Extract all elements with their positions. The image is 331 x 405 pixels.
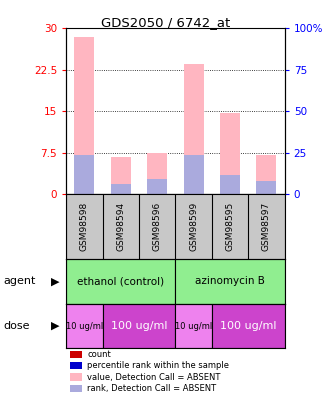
Text: dose: dose	[3, 321, 30, 331]
Text: percentile rank within the sample: percentile rank within the sample	[87, 361, 229, 370]
Bar	[257, 181, 276, 194]
Text: 10 ug/ml: 10 ug/ml	[66, 322, 103, 330]
Text: GDS2050 / 6742_at: GDS2050 / 6742_at	[101, 16, 230, 29]
Text: azinomycin B: azinomycin B	[195, 277, 265, 286]
Text: ▶: ▶	[51, 321, 60, 331]
Text: GSM98598: GSM98598	[80, 202, 89, 252]
Text: ▶: ▶	[51, 277, 60, 286]
Bar	[111, 184, 131, 194]
Text: ethanol (control): ethanol (control)	[77, 277, 165, 286]
Bar	[147, 153, 167, 194]
Text: GSM98594: GSM98594	[116, 202, 125, 252]
Bar	[175, 259, 285, 304]
Text: value, Detection Call = ABSENT: value, Detection Call = ABSENT	[87, 373, 220, 382]
Text: 10 ug/ml: 10 ug/ml	[175, 322, 212, 330]
Text: 100 ug/ml: 100 ug/ml	[111, 321, 167, 331]
Bar	[66, 304, 103, 348]
Bar	[74, 36, 94, 194]
Bar	[111, 157, 131, 194]
Text: rank, Detection Call = ABSENT: rank, Detection Call = ABSENT	[87, 384, 216, 393]
Text: GSM98596: GSM98596	[153, 202, 162, 252]
Bar	[212, 304, 285, 348]
Text: count: count	[87, 350, 111, 359]
Bar	[103, 304, 175, 348]
Bar	[184, 64, 204, 194]
Bar	[66, 259, 175, 304]
Bar	[74, 155, 94, 194]
Text: agent: agent	[3, 277, 36, 286]
Text: GSM98599: GSM98599	[189, 202, 198, 252]
Bar	[220, 175, 240, 194]
Bar	[147, 179, 167, 194]
Bar	[257, 155, 276, 194]
Text: 100 ug/ml: 100 ug/ml	[220, 321, 276, 331]
Bar	[175, 304, 212, 348]
Text: GSM98595: GSM98595	[225, 202, 235, 252]
Bar	[220, 113, 240, 194]
Text: GSM98597: GSM98597	[262, 202, 271, 252]
Bar	[184, 155, 204, 194]
